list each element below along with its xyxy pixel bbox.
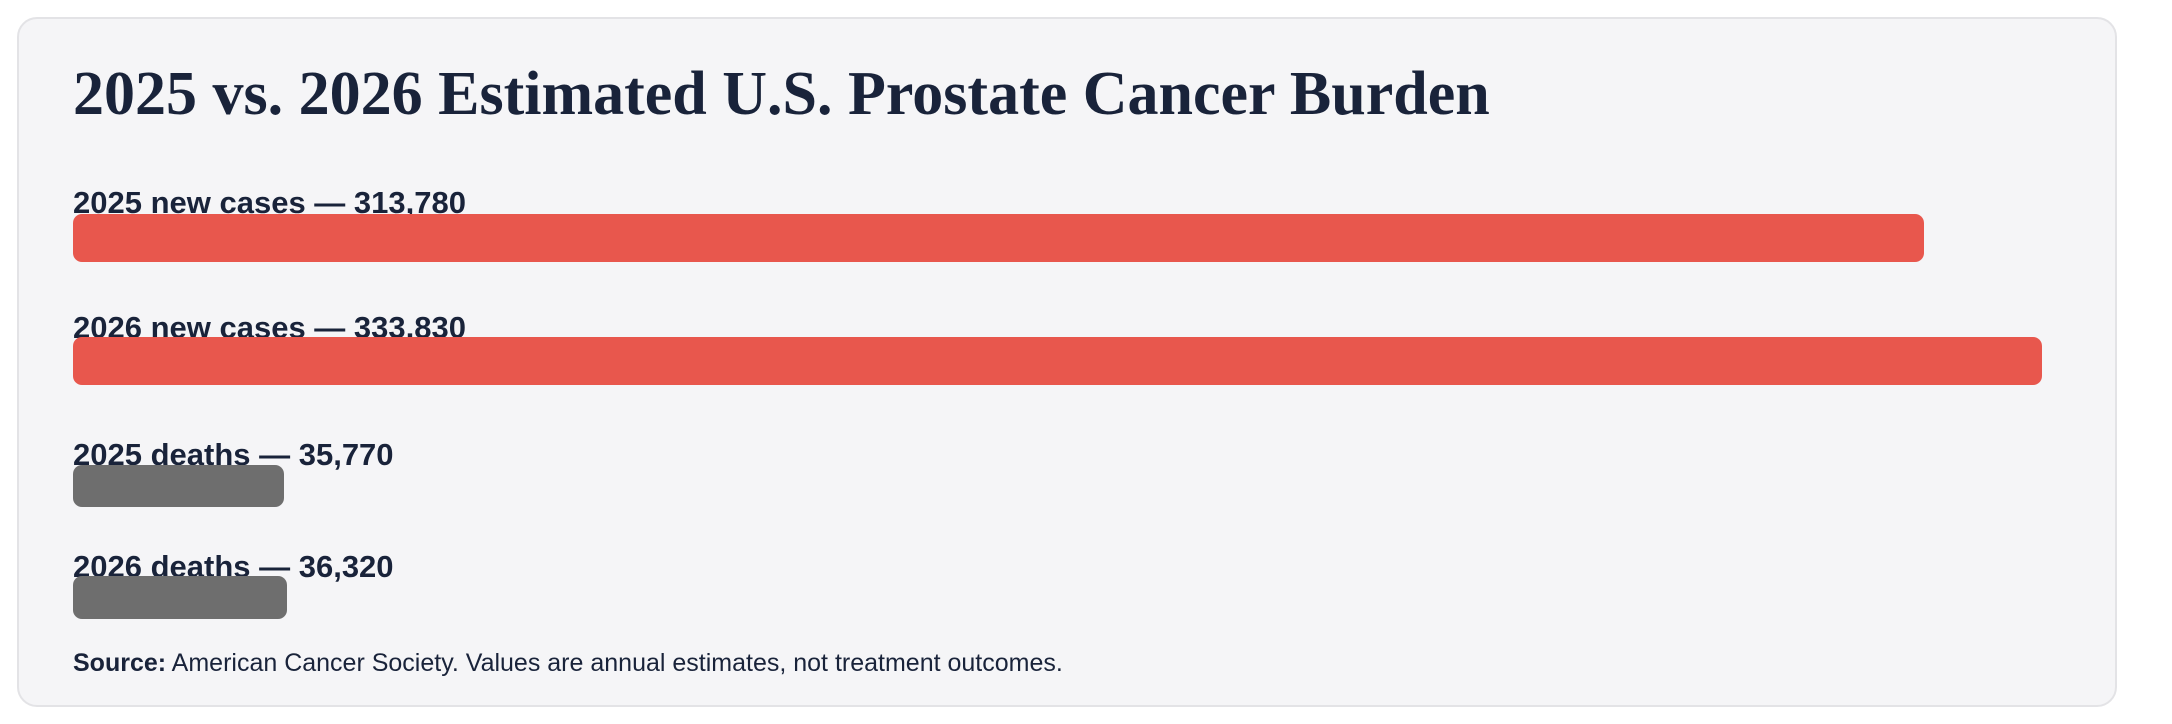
bar-label-2025-deaths: 2025 deaths — 35,770	[73, 437, 394, 472]
bar-2025-new-cases	[73, 214, 1924, 262]
bar-2026-new-cases	[73, 337, 2042, 385]
source-text: American Cancer Society. Values are annu…	[166, 649, 1063, 677]
bar-2026-deaths	[73, 576, 287, 619]
chart-card: 2025 vs. 2026 Estimated U.S. Prostate Ca…	[17, 17, 2117, 707]
source-note: Source: American Cancer Society. Values …	[73, 651, 1063, 676]
chart-title: 2025 vs. 2026 Estimated U.S. Prostate Ca…	[73, 60, 1490, 128]
source-label: Source:	[73, 649, 167, 677]
bar-label-2025-new-cases: 2025 new cases — 313,780	[73, 185, 466, 220]
bar-2025-deaths	[73, 465, 284, 507]
